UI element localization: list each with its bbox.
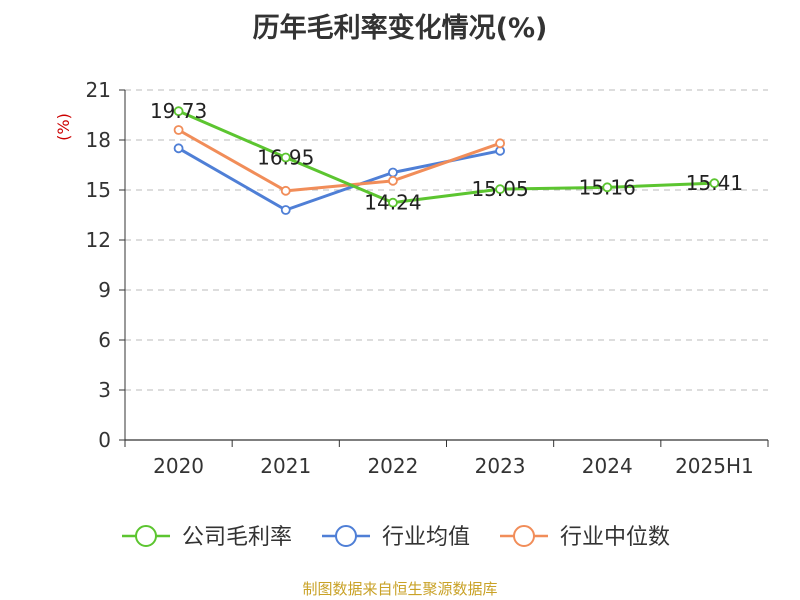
x-tick-label: 2024 <box>582 454 633 478</box>
data-point <box>495 138 505 149</box>
y-tick-label: 15 <box>86 178 111 202</box>
data-labels: 19.73 16.95 14.24 15.05 15.16 15.41 <box>150 99 743 215</box>
data-point <box>709 178 720 189</box>
x-tick-label: 2021 <box>260 454 311 478</box>
data-point <box>388 167 398 178</box>
data-point <box>388 197 398 208</box>
data-point <box>495 184 505 195</box>
series-lines <box>173 106 720 215</box>
data-label: 15.16 <box>579 175 636 199</box>
legend-marker <box>135 525 157 547</box>
data-label: 16.95 <box>257 146 314 170</box>
data-label: 14.24 <box>364 191 421 215</box>
data-point <box>388 175 398 186</box>
x-tick-label: 2022 <box>367 454 418 478</box>
y-tick-label: 12 <box>86 228 111 252</box>
data-label: 19.73 <box>150 99 207 123</box>
chart-title: 历年毛利率变化情况(%) <box>252 13 548 44</box>
legend-marker <box>513 525 535 547</box>
x-tick-label: 2025H1 <box>675 454 754 478</box>
y-tick-label: 3 <box>98 378 111 402</box>
x-tick-label: 2023 <box>475 454 526 478</box>
axes: 0 3 6 9 12 15 18 21 2020 2021 2022 2023 2024 2025H1 (%… <box>54 78 769 478</box>
y-tick-label: 21 <box>86 78 111 102</box>
y-tick-label: 0 <box>98 428 111 452</box>
legend-marker <box>335 525 357 547</box>
y-axis-unit-label: (%) <box>54 113 73 141</box>
y-tick-label: 18 <box>86 128 111 152</box>
series-line <box>177 128 501 193</box>
data-point <box>173 125 184 135</box>
legend-label: 行业均值 <box>382 525 470 550</box>
data-point <box>280 205 291 215</box>
data-point <box>280 152 291 163</box>
data-label: 15.41 <box>686 171 743 195</box>
data-point <box>280 185 291 196</box>
data-label: 15.05 <box>471 177 528 201</box>
legend-label: 行业中位数 <box>560 525 670 550</box>
legend-label: 公司毛利率 <box>182 525 292 550</box>
data-point <box>173 143 184 154</box>
grid-lines <box>125 89 768 391</box>
y-tick-label: 9 <box>98 278 111 302</box>
data-point <box>173 106 184 117</box>
legend: 公司毛利率 行业均值 行业中位数 <box>122 525 670 550</box>
source-note: 制图数据来自恒生聚源数据库 <box>302 580 498 598</box>
data-point <box>602 182 613 193</box>
x-tick-label: 2020 <box>153 454 204 478</box>
y-tick-label: 6 <box>98 328 111 352</box>
series-line <box>177 109 715 205</box>
